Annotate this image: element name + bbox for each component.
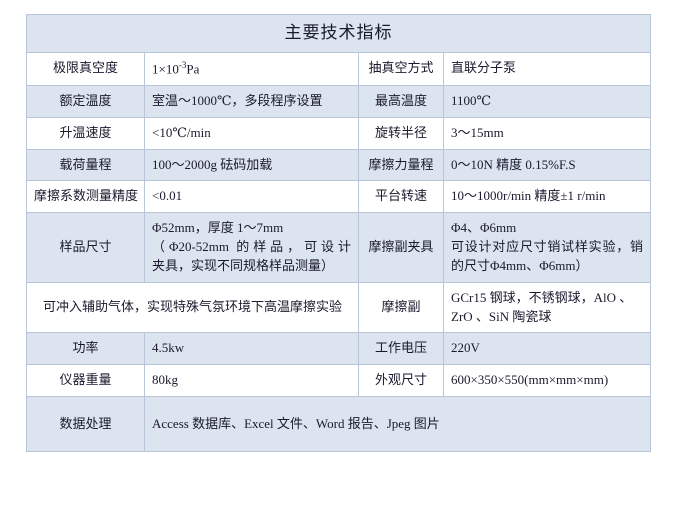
- spec-label-working-voltage: 工作电压: [358, 332, 444, 366]
- spec-value-load-range: 100～2000g 砝码加载: [144, 148, 359, 182]
- table-row: 仪器重量 80kg 外观尺寸 600×350×550(mm×mm×mm): [26, 364, 651, 398]
- sample-size-line-3: 夹具，实现不同规格样品测量）: [152, 257, 335, 273]
- spec-label-friction-pair: 摩擦副: [358, 281, 444, 334]
- table-row: 极限真空度 1×10-3Pa 抽真空方式 直联分子泵: [26, 51, 651, 86]
- table-row: 摩擦系数测量精度 <0.01 平台转速 10～1000r/min 精度±1 r/…: [26, 180, 651, 214]
- spec-value-platform-speed: 10～1000r/min 精度±1 r/min: [443, 180, 651, 214]
- spec-value-instrument-weight: 80kg: [144, 364, 359, 398]
- spec-value-dimensions: 600×350×550(mm×mm×mm): [443, 364, 651, 398]
- table-row: 可冲入辅助气体，实现特殊气氛环境下高温摩擦实验 摩擦副 GCr15 钢球，不锈钢…: [26, 281, 651, 334]
- spec-value-heating-rate: <10℃/min: [144, 116, 359, 150]
- spec-value-max-temperature: 1100℃: [443, 84, 651, 118]
- spec-value-vacuum: 1×10-3Pa: [144, 51, 359, 86]
- vacuum-value-exponent: -3: [178, 59, 187, 70]
- table-row: 额定温度 室温～1000℃，多段程序设置 最高温度 1100℃: [26, 84, 651, 118]
- spec-label-rotation-radius: 旋转半径: [358, 116, 444, 150]
- spec-label-max-temperature: 最高温度: [358, 84, 444, 118]
- spec-value-friction-coefficient-accuracy: <0.01: [144, 180, 359, 214]
- spec-label-power: 功率: [26, 332, 145, 366]
- spec-value-power: 4.5kw: [144, 332, 359, 366]
- spec-label-pumping-method: 抽真空方式: [358, 51, 444, 86]
- spec-label-friction-force-range: 摩擦力量程: [358, 148, 444, 182]
- sample-size-line-1: Φ52mm，厚度 1～7mm: [152, 220, 284, 236]
- spec-label-vacuum: 极限真空度: [26, 51, 145, 86]
- spec-label-heating-rate: 升温速度: [26, 116, 145, 150]
- table-row: 载荷量程 100～2000g 砝码加载 摩擦力量程 0～10N 精度 0.15%…: [26, 148, 651, 182]
- spec-value-friction-force-range: 0～10N 精度 0.15%F.S: [443, 148, 651, 182]
- spec-value-working-voltage: 220V: [443, 332, 651, 366]
- friction-pair-line-2: ZrO 、SiN 陶瓷球: [451, 308, 552, 324]
- friction-pair-fixture-line-2: 可设计对应尺寸销试样实验，销: [451, 239, 643, 255]
- vacuum-value-unit: Pa: [186, 60, 200, 76]
- spec-value-friction-pair-fixture: Φ4、Φ6mm 可设计对应尺寸销试样实验，销 的尺寸Φ4mm、Φ6mm）: [443, 212, 651, 283]
- spec-value-sample-size: Φ52mm，厚度 1～7mm （Φ20-52mm 的样品，可设计 夹具，实现不同…: [144, 212, 359, 283]
- spec-label-dimensions: 外观尺寸: [358, 364, 444, 398]
- spec-label-instrument-weight: 仪器重量: [26, 364, 145, 398]
- page-title: 主要技术指标: [26, 14, 651, 53]
- table-row: 样品尺寸 Φ52mm，厚度 1～7mm （Φ20-52mm 的样品，可设计 夹具…: [26, 212, 651, 283]
- spec-label-data-processing: 数据处理: [26, 396, 145, 453]
- spec-value-rotation-radius: 3～15mm: [443, 116, 651, 150]
- vacuum-value-base: 1×10: [152, 60, 179, 76]
- spec-value-pumping-method: 直联分子泵: [443, 51, 651, 86]
- spec-value-rated-temperature: 室温～1000℃，多段程序设置: [144, 84, 359, 118]
- spec-value-data-processing: Access 数据库、Excel 文件、Word 报告、Jpeg 图片: [144, 396, 651, 453]
- friction-pair-fixture-line-3: 的尺寸Φ4mm、Φ6mm）: [451, 257, 589, 273]
- table-row: 功率 4.5kw 工作电压 220V: [26, 332, 651, 366]
- sample-size-line-2: （Φ20-52mm 的样品，可设计: [152, 239, 351, 255]
- spec-label-friction-coefficient-accuracy: 摩擦系数测量精度: [26, 180, 145, 214]
- spec-label-sample-size: 样品尺寸: [26, 212, 145, 283]
- friction-pair-fixture-line-1: Φ4、Φ6mm: [451, 220, 517, 236]
- spec-label-friction-pair-fixture: 摩擦副夹具: [358, 212, 444, 283]
- table-row: 数据处理 Access 数据库、Excel 文件、Word 报告、Jpeg 图片: [26, 396, 651, 453]
- technical-specifications-table: 主要技术指标 极限真空度 1×10-3Pa 抽真空方式 直联分子泵 额定温度 室…: [26, 14, 651, 453]
- table-row: 升温速度 <10℃/min 旋转半径 3～15mm: [26, 116, 651, 150]
- spec-label-load-range: 载荷量程: [26, 148, 145, 182]
- spec-value-friction-pair: GCr15 钢球，不锈钢球，AlO 、 ZrO 、SiN 陶瓷球: [443, 281, 651, 334]
- spec-note-auxiliary-gas: 可冲入辅助气体，实现特殊气氛环境下高温摩擦实验: [26, 281, 359, 334]
- table-title-row: 主要技术指标: [26, 14, 651, 53]
- spec-label-platform-speed: 平台转速: [358, 180, 444, 214]
- spec-label-rated-temperature: 额定温度: [26, 84, 145, 118]
- friction-pair-line-1: GCr15 钢球，不锈钢球，AlO 、: [451, 289, 633, 305]
